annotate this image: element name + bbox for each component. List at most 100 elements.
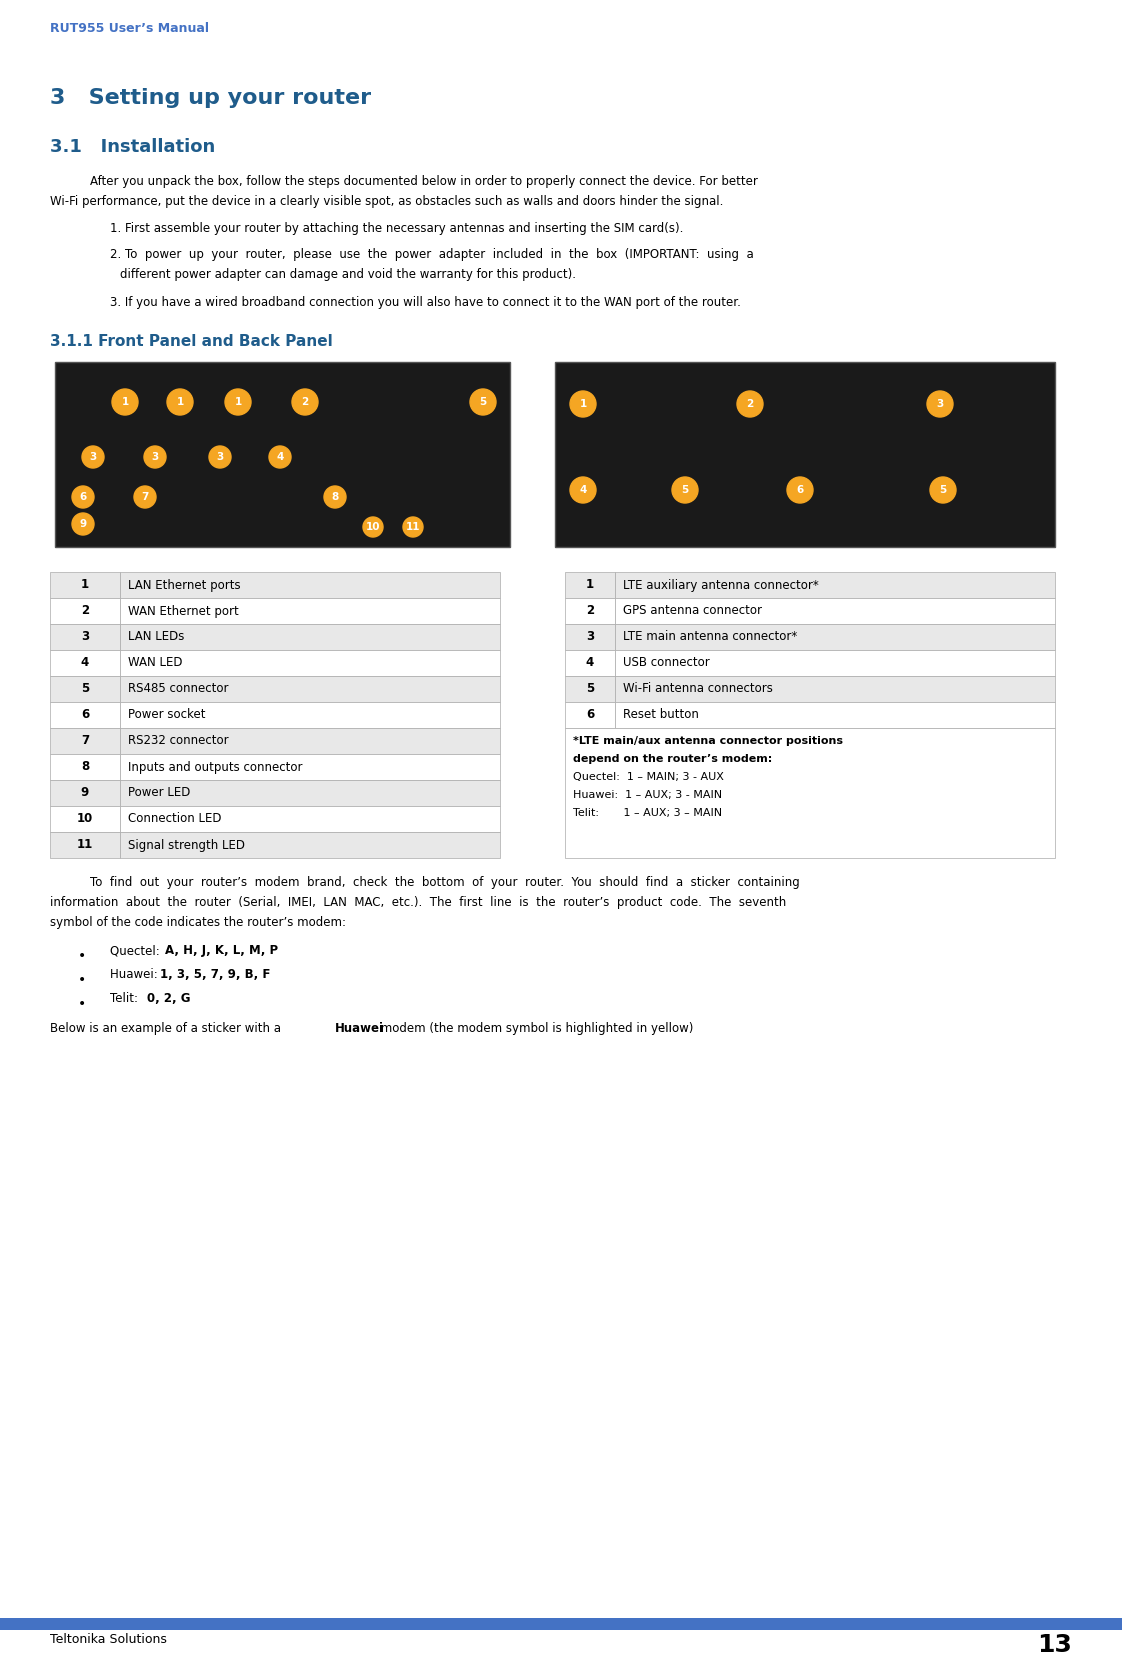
Bar [120, 572, 500, 598]
Text: Wi-Fi antenna connectors: Wi-Fi antenna connectors [623, 683, 773, 696]
Text: Wi-Fi performance, put the device in a clearly visible spot, as obstacles such a: Wi-Fi performance, put the device in a c… [50, 195, 724, 208]
Circle shape [470, 388, 496, 415]
Text: 3: 3 [586, 630, 594, 643]
Circle shape [927, 392, 953, 417]
Text: information  about  the  router  (Serial,  IMEI,  LAN  MAC,  etc.).  The  first : information about the router (Serial, IM… [50, 896, 787, 909]
Bar [555, 362, 1055, 547]
Text: different power adapter can damage and void the warranty for this product).: different power adapter can damage and v… [120, 268, 576, 281]
Text: RS485 connector: RS485 connector [128, 683, 229, 696]
Bar [120, 780, 500, 807]
Bar [565, 598, 615, 623]
Bar [120, 754, 500, 780]
Bar [120, 676, 500, 703]
Circle shape [672, 478, 698, 503]
Text: Quectel:: Quectel: [110, 944, 164, 957]
Text: Telit:: Telit: [110, 992, 141, 1005]
Text: 7: 7 [81, 734, 89, 747]
Bar [50, 727, 120, 754]
Text: 5: 5 [681, 484, 689, 494]
Text: *LTE main/aux antenna connector positions: *LTE main/aux antenna connector position… [573, 736, 843, 746]
Bar [565, 703, 615, 727]
Text: 2: 2 [302, 397, 309, 407]
Text: 1: 1 [176, 397, 184, 407]
Text: LAN LEDs: LAN LEDs [128, 630, 184, 643]
Text: 8: 8 [331, 493, 339, 503]
Text: 11: 11 [406, 522, 421, 532]
Text: Power LED: Power LED [128, 787, 191, 800]
Circle shape [269, 446, 291, 468]
Text: 1. First assemble your router by attaching the necessary antennas and inserting : 1. First assemble your router by attachi… [110, 222, 683, 235]
Circle shape [324, 486, 346, 507]
Text: 0, 2, G: 0, 2, G [147, 992, 191, 1005]
Text: 13: 13 [1037, 1633, 1072, 1653]
Text: 2: 2 [81, 605, 89, 618]
Bar [615, 703, 1055, 727]
Bar [615, 676, 1055, 703]
Text: Huawei: Huawei [335, 1022, 384, 1035]
Circle shape [570, 478, 596, 503]
Text: 3: 3 [90, 451, 96, 461]
Circle shape [112, 388, 138, 415]
Bar [120, 703, 500, 727]
Text: 3: 3 [217, 451, 223, 461]
Text: 5: 5 [586, 683, 595, 696]
Text: 5: 5 [81, 683, 89, 696]
Text: To  find  out  your  router’s  modem  brand,  check  the  bottom  of  your  rout: To find out your router’s modem brand, c… [90, 876, 800, 889]
Text: USB connector: USB connector [623, 656, 710, 669]
Text: After you unpack the box, follow the steps documented below in order to properly: After you unpack the box, follow the ste… [90, 175, 757, 188]
Text: 5: 5 [939, 484, 947, 494]
Text: 1: 1 [81, 579, 89, 592]
Bar [50, 780, 120, 807]
Text: Huawei:  1 – AUX; 3 - MAIN: Huawei: 1 – AUX; 3 - MAIN [573, 790, 723, 800]
Circle shape [737, 392, 763, 417]
Circle shape [226, 388, 251, 415]
Text: •: • [79, 949, 86, 964]
Text: 4: 4 [81, 656, 89, 669]
Text: LTE auxiliary antenna connector*: LTE auxiliary antenna connector* [623, 579, 819, 592]
Text: RS232 connector: RS232 connector [128, 734, 229, 747]
Circle shape [292, 388, 318, 415]
Bar [615, 598, 1055, 623]
Bar [120, 598, 500, 623]
Circle shape [364, 517, 383, 537]
Text: LAN Ethernet ports: LAN Ethernet ports [128, 579, 240, 592]
Bar [120, 831, 500, 858]
Text: Huawei:: Huawei: [110, 969, 162, 980]
Bar [50, 623, 120, 650]
Bar [565, 650, 615, 676]
Bar [50, 598, 120, 623]
Text: 6: 6 [81, 709, 89, 721]
Bar [55, 362, 511, 547]
Text: RUT955 User’s Manual: RUT955 User’s Manual [50, 21, 209, 35]
Text: 9: 9 [81, 787, 89, 800]
Bar [50, 650, 120, 676]
Bar [50, 703, 120, 727]
Text: 1: 1 [121, 397, 129, 407]
Text: modem (the modem symbol is highlighted in yellow): modem (the modem symbol is highlighted i… [377, 1022, 693, 1035]
Text: 3: 3 [81, 630, 89, 643]
Text: Teltonika Solutions: Teltonika Solutions [50, 1633, 167, 1646]
Circle shape [72, 512, 94, 536]
Circle shape [82, 446, 104, 468]
Bar [615, 623, 1055, 650]
Circle shape [209, 446, 231, 468]
Text: symbol of the code indicates the router’s modem:: symbol of the code indicates the router’… [50, 916, 346, 929]
Bar [120, 623, 500, 650]
Text: 5: 5 [479, 397, 487, 407]
Text: 6: 6 [586, 709, 595, 721]
Bar [50, 754, 120, 780]
Text: 3. If you have a wired broadband connection you will also have to connect it to : 3. If you have a wired broadband connect… [110, 296, 741, 309]
Bar [615, 572, 1055, 598]
Text: •: • [79, 997, 86, 1012]
Text: 3: 3 [937, 398, 944, 408]
Text: Below is an example of a sticker with a: Below is an example of a sticker with a [50, 1022, 285, 1035]
Text: Quectel:  1 – MAIN; 3 - AUX: Quectel: 1 – MAIN; 3 - AUX [573, 772, 724, 782]
Bar [565, 623, 615, 650]
Text: Power socket: Power socket [128, 709, 205, 721]
Text: 3.1   Installation: 3.1 Installation [50, 137, 215, 155]
Text: 2: 2 [746, 398, 754, 408]
Text: 1: 1 [586, 579, 594, 592]
Bar [50, 831, 120, 858]
Bar [565, 572, 615, 598]
Text: WAN LED: WAN LED [128, 656, 183, 669]
